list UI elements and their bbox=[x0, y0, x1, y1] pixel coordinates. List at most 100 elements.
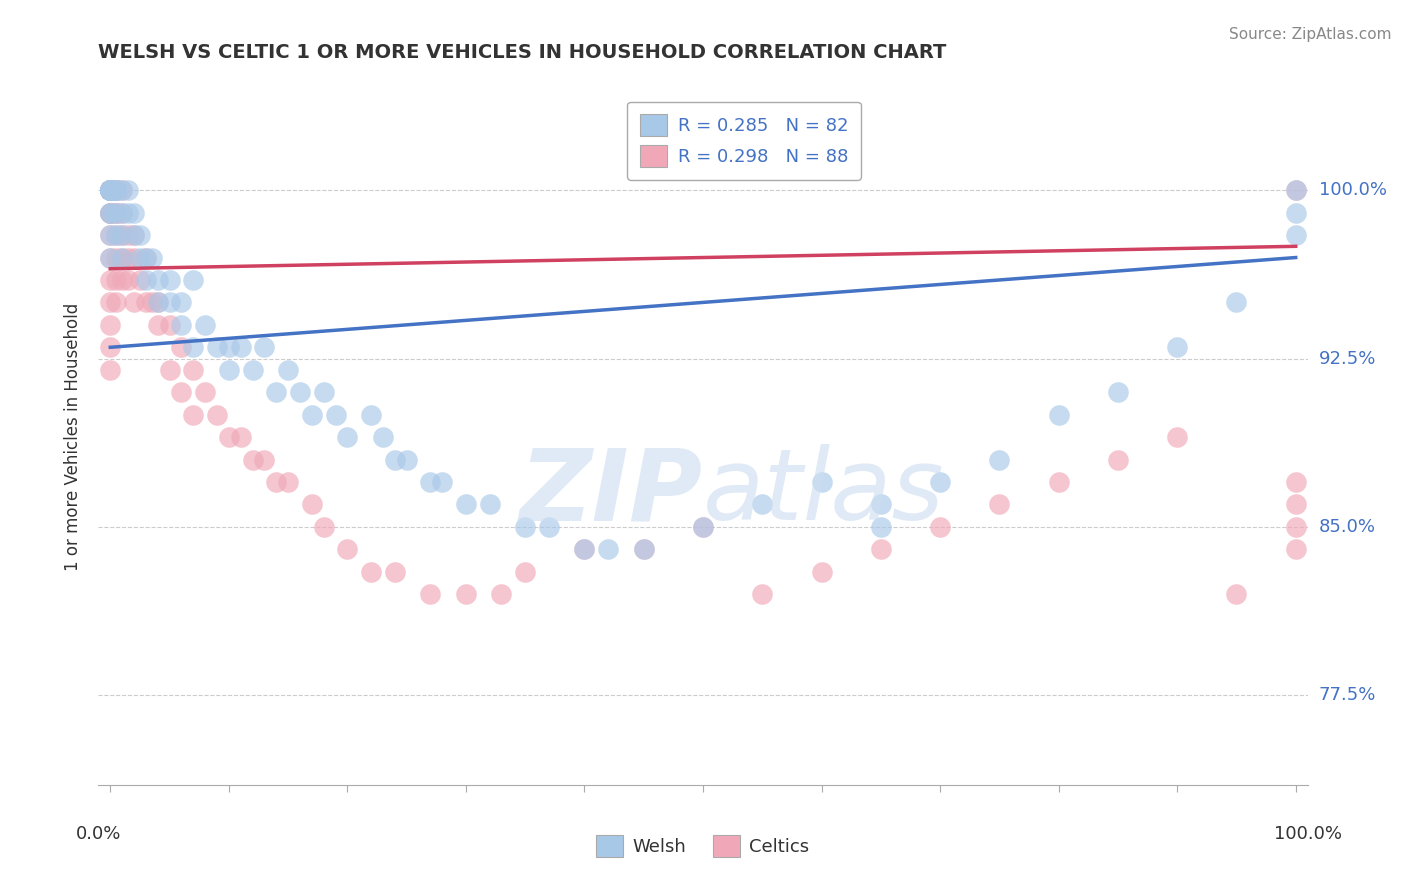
Point bbox=[253, 452, 276, 467]
Point bbox=[491, 587, 513, 601]
Point bbox=[312, 520, 335, 534]
Point bbox=[111, 228, 134, 243]
Text: 0.0%: 0.0% bbox=[76, 825, 121, 843]
Point bbox=[218, 430, 240, 444]
Point bbox=[98, 183, 121, 197]
Point bbox=[117, 183, 139, 197]
Point bbox=[111, 183, 134, 197]
Point bbox=[111, 251, 134, 265]
Point bbox=[141, 295, 163, 310]
Point bbox=[129, 273, 152, 287]
Point bbox=[692, 520, 714, 534]
Point bbox=[122, 228, 145, 243]
Point bbox=[205, 408, 228, 422]
Point bbox=[181, 408, 204, 422]
Point bbox=[360, 565, 382, 579]
Point bbox=[122, 205, 145, 219]
Point bbox=[98, 183, 121, 197]
Point bbox=[98, 205, 121, 219]
Point bbox=[105, 205, 128, 219]
Point bbox=[146, 273, 169, 287]
Text: 92.5%: 92.5% bbox=[1319, 350, 1376, 368]
Point bbox=[598, 542, 620, 557]
Point bbox=[384, 452, 406, 467]
Point bbox=[98, 251, 121, 265]
Point bbox=[988, 452, 1011, 467]
Legend: Welsh, Celtics: Welsh, Celtics bbox=[588, 826, 818, 866]
Point bbox=[869, 497, 891, 511]
Point bbox=[1107, 385, 1129, 400]
Point bbox=[111, 205, 134, 219]
Point bbox=[98, 183, 121, 197]
Point bbox=[98, 228, 121, 243]
Point bbox=[181, 340, 204, 354]
Point bbox=[135, 273, 157, 287]
Point bbox=[633, 542, 655, 557]
Point bbox=[117, 228, 139, 243]
Text: 100.0%: 100.0% bbox=[1274, 825, 1341, 843]
Point bbox=[111, 273, 134, 287]
Point bbox=[98, 183, 121, 197]
Point bbox=[105, 183, 128, 197]
Point bbox=[105, 251, 128, 265]
Text: 100.0%: 100.0% bbox=[1319, 181, 1386, 199]
Point bbox=[111, 251, 134, 265]
Point bbox=[98, 183, 121, 197]
Point bbox=[288, 385, 311, 400]
Point bbox=[122, 295, 145, 310]
Point bbox=[929, 520, 952, 534]
Point bbox=[98, 183, 121, 197]
Point bbox=[98, 183, 121, 197]
Point bbox=[869, 542, 891, 557]
Point bbox=[117, 251, 139, 265]
Point bbox=[111, 205, 134, 219]
Point bbox=[117, 205, 139, 219]
Point bbox=[1285, 542, 1308, 557]
Point bbox=[135, 251, 157, 265]
Point bbox=[98, 273, 121, 287]
Point bbox=[98, 228, 121, 243]
Point bbox=[181, 273, 204, 287]
Point bbox=[159, 295, 181, 310]
Point bbox=[98, 183, 121, 197]
Text: WELSH VS CELTIC 1 OR MORE VEHICLES IN HOUSEHOLD CORRELATION CHART: WELSH VS CELTIC 1 OR MORE VEHICLES IN HO… bbox=[98, 44, 946, 62]
Point bbox=[229, 340, 252, 354]
Point bbox=[264, 475, 287, 489]
Point bbox=[988, 497, 1011, 511]
Point bbox=[1285, 183, 1308, 197]
Point bbox=[98, 183, 121, 197]
Point bbox=[98, 205, 121, 219]
Point bbox=[194, 385, 217, 400]
Point bbox=[929, 475, 952, 489]
Point bbox=[1285, 475, 1308, 489]
Point bbox=[218, 363, 240, 377]
Point bbox=[432, 475, 454, 489]
Point bbox=[98, 205, 121, 219]
Point bbox=[181, 363, 204, 377]
Point bbox=[98, 205, 121, 219]
Point bbox=[574, 542, 596, 557]
Point bbox=[205, 340, 228, 354]
Point bbox=[633, 542, 655, 557]
Point bbox=[98, 183, 121, 197]
Point bbox=[98, 183, 121, 197]
Point bbox=[170, 340, 193, 354]
Point bbox=[129, 251, 152, 265]
Point bbox=[537, 520, 560, 534]
Point bbox=[312, 385, 335, 400]
Point bbox=[98, 183, 121, 197]
Point bbox=[264, 385, 287, 400]
Point bbox=[98, 183, 121, 197]
Point bbox=[98, 363, 121, 377]
Point bbox=[1225, 587, 1247, 601]
Point bbox=[98, 183, 121, 197]
Point bbox=[105, 183, 128, 197]
Point bbox=[277, 363, 299, 377]
Text: 77.5%: 77.5% bbox=[1319, 686, 1376, 704]
Point bbox=[194, 318, 217, 332]
Point bbox=[751, 587, 773, 601]
Point bbox=[869, 520, 891, 534]
Point bbox=[336, 542, 359, 557]
Point bbox=[105, 228, 128, 243]
Point bbox=[98, 205, 121, 219]
